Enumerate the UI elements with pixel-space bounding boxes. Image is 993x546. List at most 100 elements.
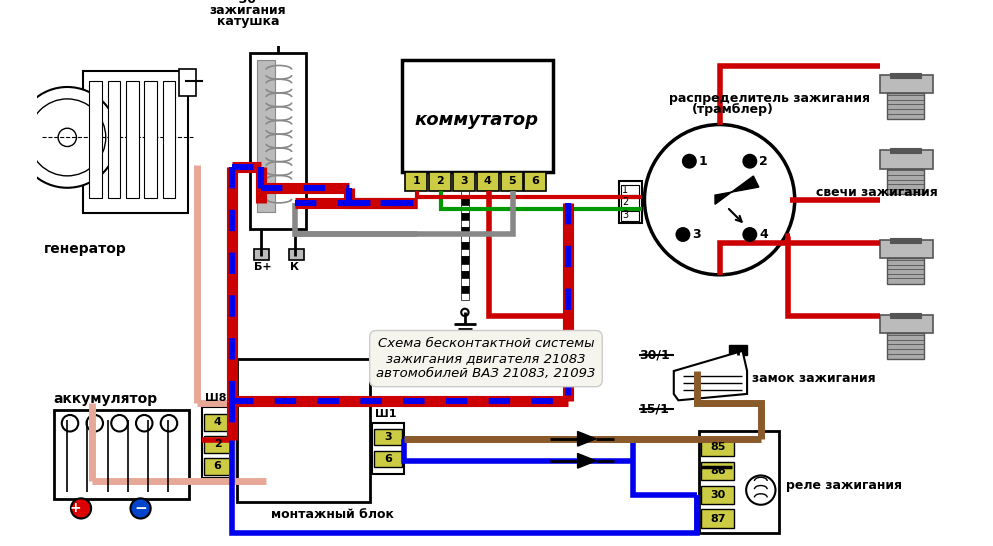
Bar bbox=[698, 431, 780, 533]
Polygon shape bbox=[674, 351, 747, 400]
Bar bbox=[621, 185, 638, 195]
Bar bbox=[289, 249, 304, 260]
Bar bbox=[701, 485, 734, 504]
Circle shape bbox=[746, 476, 776, 505]
Bar bbox=[374, 450, 402, 467]
Text: 4: 4 bbox=[484, 176, 492, 186]
Circle shape bbox=[136, 415, 153, 431]
Circle shape bbox=[130, 498, 151, 519]
Text: +: + bbox=[70, 501, 81, 515]
Bar bbox=[729, 346, 747, 354]
Bar bbox=[888, 258, 923, 284]
Bar bbox=[402, 60, 553, 172]
Bar bbox=[880, 240, 933, 258]
Text: 3: 3 bbox=[460, 176, 468, 186]
Text: 4: 4 bbox=[759, 228, 768, 241]
Text: 6: 6 bbox=[384, 454, 392, 464]
Bar bbox=[701, 438, 734, 456]
Text: замок зажигания: замок зажигания bbox=[752, 372, 875, 385]
Text: 6: 6 bbox=[531, 176, 539, 186]
Text: К: К bbox=[290, 263, 299, 272]
Bar bbox=[204, 436, 232, 453]
Bar bbox=[888, 334, 923, 359]
Text: 2: 2 bbox=[622, 198, 629, 207]
Bar bbox=[880, 150, 933, 169]
Bar bbox=[461, 264, 469, 271]
Bar bbox=[204, 458, 232, 474]
Text: 3: 3 bbox=[384, 432, 392, 442]
Bar bbox=[254, 249, 269, 260]
Bar bbox=[888, 169, 923, 194]
Bar bbox=[500, 172, 522, 191]
Polygon shape bbox=[578, 454, 596, 468]
Text: реле зажигания: реле зажигания bbox=[786, 479, 903, 492]
Bar bbox=[429, 172, 451, 191]
Bar bbox=[461, 205, 469, 212]
Text: монтажный блок: монтажный блок bbox=[271, 508, 393, 521]
Bar bbox=[461, 212, 469, 220]
Bar bbox=[144, 81, 157, 198]
Bar bbox=[461, 191, 469, 198]
Bar bbox=[107, 81, 120, 198]
Text: (трамблер): (трамблер) bbox=[692, 103, 774, 116]
Bar bbox=[236, 359, 369, 502]
Circle shape bbox=[29, 99, 106, 176]
Circle shape bbox=[62, 415, 78, 431]
Bar bbox=[405, 172, 427, 191]
Bar bbox=[461, 286, 469, 293]
Bar bbox=[461, 198, 469, 205]
Bar bbox=[888, 93, 923, 119]
Bar bbox=[461, 278, 469, 286]
Bar bbox=[701, 462, 734, 480]
Bar bbox=[163, 81, 176, 198]
Bar bbox=[890, 73, 922, 78]
Text: 6: 6 bbox=[213, 461, 221, 471]
Circle shape bbox=[59, 128, 76, 146]
Polygon shape bbox=[715, 176, 759, 204]
Bar bbox=[619, 181, 641, 223]
Bar bbox=[890, 149, 922, 153]
Text: Схема бесконтактной системы
зажигания двигателя 21083
автомобилей ВАЗ 21083, 210: Схема бесконтактной системы зажигания дв… bbox=[376, 337, 596, 380]
Text: Ш1: Ш1 bbox=[375, 409, 396, 419]
Text: 3: 3 bbox=[623, 210, 629, 220]
Circle shape bbox=[71, 498, 91, 519]
Text: 5: 5 bbox=[507, 176, 515, 186]
Bar bbox=[372, 423, 404, 473]
Text: катушка: катушка bbox=[216, 15, 279, 27]
Bar bbox=[477, 172, 498, 191]
Bar bbox=[453, 172, 475, 191]
Text: Б+: Б+ bbox=[254, 263, 272, 272]
Text: свечи зажигания: свечи зажигания bbox=[816, 186, 937, 199]
Circle shape bbox=[644, 124, 794, 275]
Bar bbox=[179, 69, 196, 96]
Text: зажигания: зажигания bbox=[210, 3, 286, 16]
Circle shape bbox=[461, 308, 469, 316]
Bar bbox=[701, 509, 734, 527]
Text: 2: 2 bbox=[436, 176, 444, 186]
Text: 4: 4 bbox=[213, 417, 221, 428]
Circle shape bbox=[86, 415, 103, 431]
Bar bbox=[204, 414, 232, 431]
Bar bbox=[202, 407, 235, 478]
Circle shape bbox=[744, 155, 757, 168]
Text: 30/1: 30/1 bbox=[638, 348, 669, 361]
Text: 87: 87 bbox=[710, 514, 726, 524]
Bar bbox=[890, 313, 922, 318]
Bar bbox=[461, 257, 469, 264]
Bar bbox=[880, 315, 933, 334]
Circle shape bbox=[273, 35, 283, 45]
Bar bbox=[461, 242, 469, 249]
Bar bbox=[880, 75, 933, 93]
Bar bbox=[621, 211, 638, 221]
Bar bbox=[461, 227, 469, 234]
Text: 30: 30 bbox=[710, 490, 725, 500]
Text: генератор: генератор bbox=[44, 242, 126, 256]
Circle shape bbox=[744, 228, 757, 241]
Text: 1: 1 bbox=[698, 155, 707, 168]
Circle shape bbox=[111, 415, 128, 431]
Bar bbox=[82, 72, 189, 213]
Bar bbox=[461, 234, 469, 242]
Bar bbox=[461, 249, 469, 257]
Bar bbox=[524, 172, 546, 191]
Circle shape bbox=[17, 87, 117, 188]
